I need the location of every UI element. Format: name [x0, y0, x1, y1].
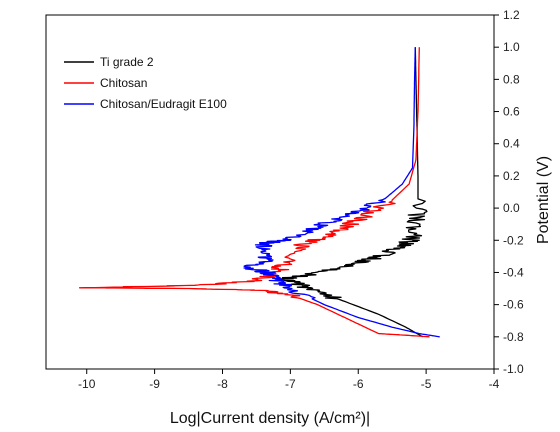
y-tick-label: 0.8: [503, 72, 520, 86]
y-tick-label: 0.4: [503, 137, 520, 151]
legend-label-2: Chitosan/Eudragit E100: [100, 97, 227, 111]
y-axis-ticks: -1.0 -0.8 -0.6 -0.4 -0.2 0.0 0.2 0.4 0.6 0.8 1.0 1.…: [494, 8, 524, 376]
series-line-1: [78, 47, 430, 338]
y-tick-label: -1.0: [503, 362, 524, 376]
y-axis-label: Potential (V): [535, 156, 552, 244]
legend-label-1: Chitosan: [100, 76, 147, 90]
x-tick-label: -8: [217, 377, 228, 391]
x-tick-label: -9: [149, 377, 160, 391]
legend-label-0: Ti grade 2: [100, 55, 154, 69]
y-tick-label: 1.0: [503, 40, 520, 54]
x-axis-label: Log|Current density (A/cm²)|: [170, 410, 370, 427]
y-tick-label: -0.2: [503, 233, 524, 247]
x-tick-label: -10: [78, 377, 96, 391]
y-tick-label: 0.2: [503, 169, 520, 183]
y-tick-label: -0.4: [503, 265, 524, 279]
x-axis-ticks: -10 -9 -8 -7 -6 -5 -4: [78, 369, 500, 391]
series-line-2: [243, 47, 440, 338]
y-tick-label: -0.8: [503, 330, 524, 344]
series-layer: [78, 47, 440, 338]
x-tick-label: -6: [353, 377, 364, 391]
legend: Ti grade 2 Chitosan Chitosan/Eudragit E100: [64, 55, 227, 111]
y-tick-label: 0.6: [503, 105, 520, 119]
y-tick-label: 1.2: [503, 8, 520, 22]
y-tick-label: 0.0: [503, 201, 520, 215]
y-tick-label: -0.6: [503, 298, 524, 312]
series-line-0: [279, 47, 428, 338]
plot-frame: [45, 14, 495, 370]
x-tick-label: -7: [285, 377, 296, 391]
x-tick-label: -4: [489, 377, 500, 391]
x-tick-label: -5: [421, 377, 432, 391]
